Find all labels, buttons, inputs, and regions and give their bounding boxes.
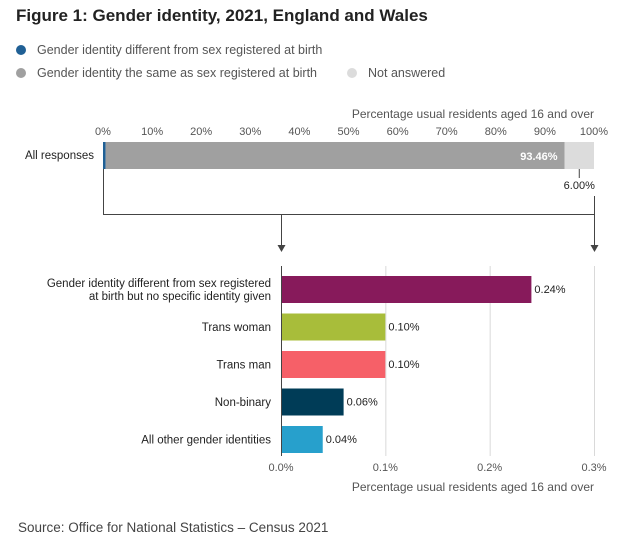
connector-arrow-right-head [590, 245, 599, 252]
chart-title: Figure 1: Gender identity, 2021, England… [16, 6, 428, 25]
bottom-data-label: 0.10% [388, 322, 419, 334]
top-bar-segment-0 [103, 142, 106, 169]
bottom-bar-3 [282, 388, 344, 416]
bottom-tick-label: 0.1% [373, 462, 398, 474]
bottom-tick-label: 0.3% [581, 462, 606, 474]
top-tick-label: 20% [190, 126, 212, 138]
bottom-data-label: 0.24% [534, 284, 565, 296]
bottom-bar-1 [282, 313, 386, 341]
top-tick-label: 100% [580, 126, 608, 138]
legend: Gender identity different from sex regis… [16, 40, 475, 86]
legend-item-same: Gender identity the same as sex register… [16, 66, 317, 80]
top-bar-segment-2 [564, 142, 594, 169]
top-category-label: All responses [25, 150, 94, 162]
bottom-category-label: All other gender identities [141, 435, 271, 447]
bottom-tick-label: 0.0% [268, 462, 293, 474]
bottom-category-label: Non-binary [215, 397, 271, 409]
top-tick-label: 30% [239, 126, 261, 138]
bottom-data-label: 0.06% [347, 397, 378, 409]
top-tick-label: 90% [534, 126, 556, 138]
legend-label-same: Gender identity the same as sex register… [37, 66, 318, 80]
bottom-bar-0 [282, 276, 532, 303]
bottom-tick-label: 0.2% [477, 462, 502, 474]
top-tick-label: 50% [337, 126, 359, 138]
legend-row-2: Gender identity the same as sex register… [16, 63, 475, 83]
bottom-category-label: Trans woman [202, 322, 271, 334]
source-note: Source: Office for National Statistics –… [18, 520, 329, 535]
bottom-category-label: Trans man [216, 360, 271, 372]
top-tick-label: 10% [141, 126, 163, 138]
bottom-data-label: 0.10% [388, 359, 419, 371]
bottom-bar-4 [282, 426, 323, 453]
legend-item-different: Gender identity different from sex regis… [16, 43, 322, 57]
legend-swatch-different [16, 45, 26, 55]
connector-arrow-left-head [277, 245, 286, 252]
bottom-category-label: at birth but no specific identity given [89, 291, 271, 303]
top-bar-segment-1 [105, 142, 565, 169]
top-x-axis-title: Percentage usual residents aged 16 and o… [352, 107, 594, 121]
legend-label-not-answered: Not answered [368, 66, 446, 80]
bottom-category-label: Gender identity different from sex regis… [47, 278, 271, 290]
legend-swatch-not-answered [347, 68, 358, 78]
legend-label-different: Gender identity different from sex regis… [37, 43, 323, 57]
top-data-label-not-answered: 6.00% [564, 180, 595, 192]
bottom-x-axis-title: Percentage usual residents aged 16 and o… [352, 480, 594, 494]
top-tick-label: 60% [387, 126, 409, 138]
top-tick-label: 40% [288, 126, 310, 138]
legend-swatch-same [16, 68, 26, 78]
bottom-bar-2 [282, 351, 386, 378]
top-tick-label: 70% [436, 126, 458, 138]
legend-row-1: Gender identity different from sex regis… [16, 40, 475, 60]
top-tick-label: 80% [485, 126, 507, 138]
legend-item-not-answered: Not answered [347, 66, 445, 80]
bottom-data-label: 0.04% [326, 434, 357, 446]
top-tick-label: 0% [95, 126, 111, 138]
top-data-label-same: 93.46% [520, 151, 558, 163]
